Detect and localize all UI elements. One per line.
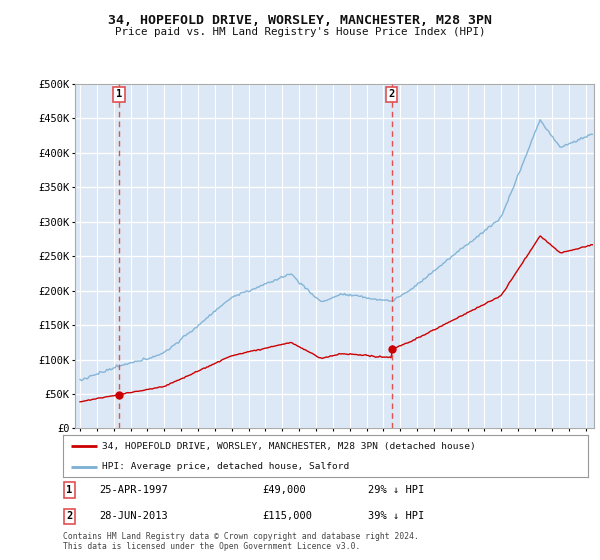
Text: 25-APR-1997: 25-APR-1997	[100, 485, 169, 495]
Text: 2: 2	[388, 89, 395, 99]
Text: £115,000: £115,000	[263, 511, 313, 521]
Text: Price paid vs. HM Land Registry's House Price Index (HPI): Price paid vs. HM Land Registry's House …	[115, 27, 485, 37]
Text: 28-JUN-2013: 28-JUN-2013	[100, 511, 169, 521]
Text: Contains HM Land Registry data © Crown copyright and database right 2024.
This d: Contains HM Land Registry data © Crown c…	[63, 532, 419, 552]
Text: 29% ↓ HPI: 29% ↓ HPI	[367, 485, 424, 495]
Text: 1: 1	[116, 89, 122, 99]
Text: 34, HOPEFOLD DRIVE, WORSLEY, MANCHESTER, M28 3PN (detached house): 34, HOPEFOLD DRIVE, WORSLEY, MANCHESTER,…	[103, 442, 476, 451]
Text: 1: 1	[66, 485, 73, 495]
Text: HPI: Average price, detached house, Salford: HPI: Average price, detached house, Salf…	[103, 462, 350, 471]
Text: 39% ↓ HPI: 39% ↓ HPI	[367, 511, 424, 521]
Text: 34, HOPEFOLD DRIVE, WORSLEY, MANCHESTER, M28 3PN: 34, HOPEFOLD DRIVE, WORSLEY, MANCHESTER,…	[108, 14, 492, 27]
Text: £49,000: £49,000	[263, 485, 306, 495]
Text: 2: 2	[66, 511, 73, 521]
